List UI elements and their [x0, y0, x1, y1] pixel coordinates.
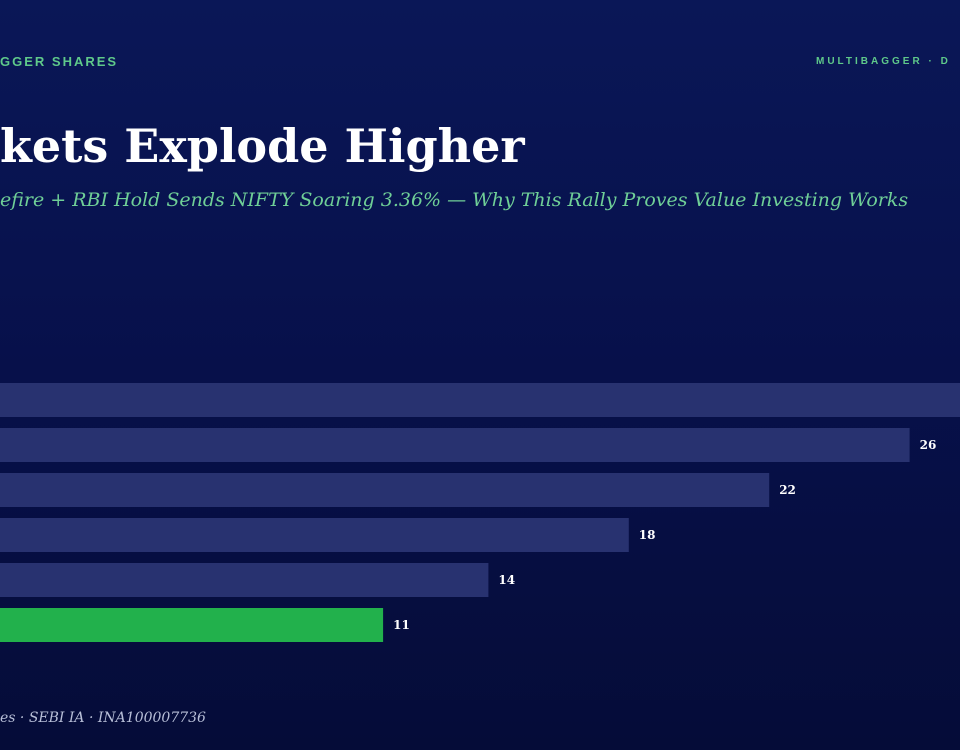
value-label: 26 — [920, 438, 937, 452]
value-label: 18 — [639, 528, 656, 542]
chart-subtitle: efire + RBI Hold Sends NIFTY Soaring 3.3… — [0, 189, 908, 211]
bar — [0, 473, 770, 507]
bar — [0, 608, 384, 642]
value-label: 11 — [393, 618, 410, 632]
footer: es · SEBI IA · INA100007736 — [0, 710, 206, 726]
chart-title: kets Explode Higher — [0, 119, 525, 173]
value-label: 14 — [498, 573, 515, 587]
bar — [0, 428, 910, 462]
header-left: GGER SHARES — [0, 54, 118, 69]
value-label: 22 — [779, 483, 796, 497]
header-right: MULTIBAGGER · D — [816, 56, 951, 67]
bar — [0, 563, 489, 597]
bar — [0, 383, 960, 417]
bar — [0, 518, 629, 552]
